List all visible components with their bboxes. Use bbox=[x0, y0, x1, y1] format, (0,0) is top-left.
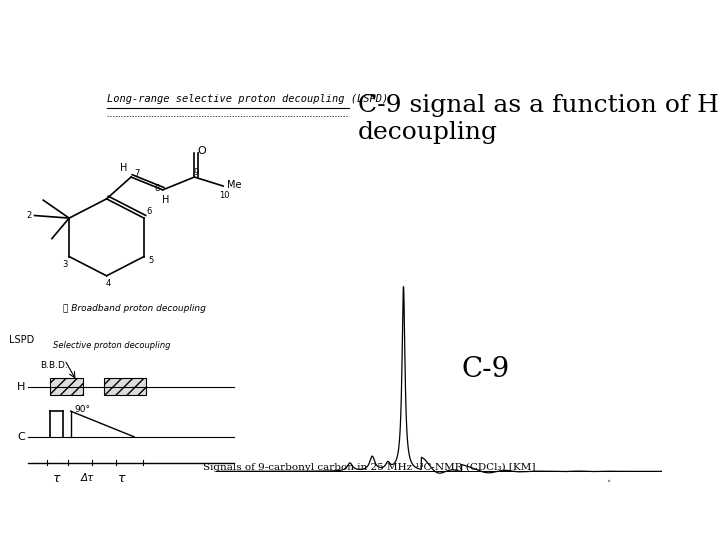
Text: Selective proton decoupling: Selective proton decoupling bbox=[53, 341, 170, 350]
Text: 5: 5 bbox=[148, 256, 154, 265]
Text: 10: 10 bbox=[220, 191, 230, 200]
Bar bbox=[104, 379, 146, 395]
Text: 9: 9 bbox=[193, 168, 199, 177]
Text: τ: τ bbox=[53, 472, 61, 485]
Text: Long-range selective proton decoupling (LSPD): Long-range selective proton decoupling (… bbox=[107, 94, 388, 104]
Text: 4: 4 bbox=[105, 279, 111, 288]
Text: Me: Me bbox=[227, 180, 241, 190]
Text: O: O bbox=[197, 146, 206, 157]
Text: 6: 6 bbox=[147, 206, 152, 215]
Text: Δτ: Δτ bbox=[81, 473, 94, 483]
Text: C-9 signal as a function of H
decoupling: C-9 signal as a function of H decoupling bbox=[358, 94, 719, 144]
Text: H: H bbox=[17, 382, 25, 392]
Text: LSPD: LSPD bbox=[9, 335, 34, 345]
Text: 90°: 90° bbox=[75, 405, 91, 414]
Text: 2: 2 bbox=[26, 211, 32, 220]
Text: ⓘ Broadband proton decoupling: ⓘ Broadband proton decoupling bbox=[63, 304, 206, 313]
Text: 8: 8 bbox=[154, 184, 160, 193]
Bar bbox=[50, 379, 83, 395]
Text: C-9: C-9 bbox=[462, 356, 510, 383]
Text: τ: τ bbox=[118, 472, 126, 485]
Text: H: H bbox=[162, 194, 169, 205]
Text: .: . bbox=[606, 467, 612, 485]
Text: Signals of 9-carbonyl carbon in 25 MHz ¹³C-NMR (CDCl₃) [KM]: Signals of 9-carbonyl carbon in 25 MHz ¹… bbox=[203, 463, 535, 472]
Text: B.B.D.: B.B.D. bbox=[40, 361, 68, 370]
Text: C: C bbox=[17, 432, 24, 442]
Text: 3: 3 bbox=[62, 260, 68, 269]
Text: H: H bbox=[120, 163, 127, 173]
Text: 7: 7 bbox=[135, 168, 140, 178]
